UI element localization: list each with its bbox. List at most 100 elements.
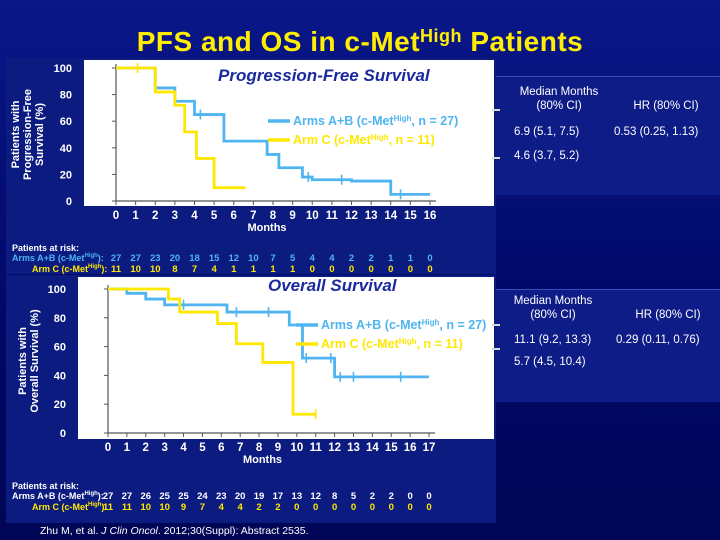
pfs-at-risk-value-1-7: 1 bbox=[251, 264, 257, 274]
os-y-tick-label-5: 100 bbox=[48, 284, 66, 296]
os-y-axis-label: Patients withOverall Survival (%) bbox=[17, 309, 41, 413]
pfs-x-tick-label-13: 13 bbox=[365, 210, 378, 222]
os-at-risk-value-1-7: 4 bbox=[238, 502, 244, 513]
pfs-at-risk-value-0-0: 27 bbox=[111, 253, 122, 264]
os-at-risk-value-1-13: 0 bbox=[351, 502, 356, 513]
pfs-x-tick-label-4: 4 bbox=[191, 210, 198, 222]
os-x-tick-label-9: 9 bbox=[275, 442, 281, 454]
os-x-tick-label-5: 5 bbox=[199, 442, 206, 454]
os-at-risk-value-0-3: 25 bbox=[159, 491, 170, 502]
citation-details: . 2012;30(Suppl): Abstract 2535. bbox=[157, 525, 309, 537]
pfs-x-tick-label-8: 8 bbox=[270, 210, 277, 222]
pfs-arms-ab-median: 6.9 (5.1, 7.5) bbox=[514, 126, 580, 138]
os-legend-label-1: Arm C (c-MetHigh, n = 11) bbox=[321, 337, 463, 351]
pfs-at-risk-value-1-16: 0 bbox=[427, 264, 432, 274]
pfs-chart-panel: 0 20 40 60 80 100 0 1 2 3 4 5 6 7 8 9 10 11 12 13 14 15 16 Mont… bbox=[6, 58, 496, 274]
os-at-risk-value-1-2: 10 bbox=[140, 502, 151, 513]
pfs-y-tick-label-4: 80 bbox=[60, 90, 72, 102]
os-side-panel: Median Months (80% CI) HR (80% CI) 11.1 … bbox=[492, 289, 720, 402]
os-y-tick-label-2: 40 bbox=[54, 370, 66, 382]
pfs-at-risk-value-1-1: 10 bbox=[130, 264, 141, 274]
os-arms-ab-median: 11.1 (9.2, 13.3) bbox=[514, 334, 592, 346]
pfs-hr-value: 0.53 (0.25, 1.13) bbox=[614, 126, 699, 138]
pfs-at-risk-value-1-2: 10 bbox=[150, 264, 161, 274]
page-title-tail: Patients bbox=[462, 26, 584, 57]
pfs-at-risk-value-1-12: 0 bbox=[349, 264, 354, 274]
pfs-at-risk-value-0-9: 5 bbox=[290, 253, 296, 264]
pfs-at-risk-value-1-0: 11 bbox=[111, 264, 122, 274]
pfs-at-risk-value-0-10: 4 bbox=[310, 253, 316, 264]
citation-journal: J Clin Oncol bbox=[101, 525, 158, 537]
os-y-tick-label-1: 20 bbox=[54, 399, 66, 411]
pfs-at-risk-value-1-14: 0 bbox=[388, 264, 393, 274]
pfs-y-tick-label-0: 0 bbox=[66, 196, 72, 208]
os-x-tick-label-17: 17 bbox=[423, 442, 436, 454]
pfs-x-tick-label-1: 1 bbox=[132, 210, 139, 222]
os-at-risk-value-0-12: 8 bbox=[332, 491, 337, 502]
os-y-tick-label-3: 60 bbox=[54, 342, 66, 354]
pfs-at-risk-value-0-12: 2 bbox=[349, 253, 354, 264]
pfs-at-risk-value-1-6: 1 bbox=[231, 264, 237, 274]
os-at-risk-value-1-1: 11 bbox=[122, 502, 133, 513]
os-at-risk-value-0-5: 24 bbox=[197, 491, 208, 502]
pfs-at-risk-value-0-1: 27 bbox=[130, 253, 141, 264]
pfs-median-header: Median Months (80% CI) bbox=[504, 85, 614, 113]
os-side-tick-1 bbox=[492, 324, 500, 326]
os-at-risk-row-label-0: Arms A+B (c-MetHigh): bbox=[12, 491, 104, 501]
pfs-at-risk-value-0-3: 20 bbox=[170, 253, 181, 264]
pfs-at-risk-value-1-9: 1 bbox=[290, 264, 296, 274]
pfs-median-header-line2: (80% CI) bbox=[536, 100, 582, 112]
pfs-at-risk-value-0-2: 23 bbox=[150, 253, 161, 264]
os-at-risk-value-1-17: 0 bbox=[426, 502, 431, 513]
os-series-0-line bbox=[108, 287, 429, 379]
os-at-risk-value-0-16: 0 bbox=[407, 491, 412, 502]
os-median-header-line1: Median Months bbox=[513, 295, 593, 307]
os-at-risk-value-0-8: 19 bbox=[254, 491, 265, 502]
os-x-tick-label-6: 6 bbox=[218, 442, 224, 454]
pfs-at-risk-value-0-6: 12 bbox=[228, 253, 239, 264]
pfs-at-risk-row-label-1: Arm C (c-MetHigh): bbox=[32, 264, 107, 274]
os-hr-value: 0.29 (0.11, 0.76) bbox=[616, 334, 700, 346]
os-x-tick-label-2: 2 bbox=[143, 442, 149, 454]
os-at-risk-value-0-1: 27 bbox=[122, 491, 133, 502]
pfs-at-risk-value-1-5: 4 bbox=[211, 264, 217, 274]
pfs-at-risk-value-0-11: 4 bbox=[329, 253, 335, 264]
os-at-risk-value-1-9: 2 bbox=[275, 502, 280, 513]
os-at-risk-value-0-4: 25 bbox=[178, 491, 189, 502]
os-x-tick-label-4: 4 bbox=[180, 442, 187, 454]
os-x-tick-label-0: 0 bbox=[105, 442, 111, 454]
os-y-tick-label-0: 0 bbox=[60, 428, 66, 440]
pfs-at-risk-value-0-5: 15 bbox=[209, 253, 220, 264]
pfs-at-risk-value-1-15: 0 bbox=[408, 264, 413, 274]
os-at-risk-value-0-15: 2 bbox=[389, 491, 394, 502]
pfs-x-tick-label-5: 5 bbox=[211, 210, 218, 222]
os-at-risk-value-1-0: 11 bbox=[103, 502, 114, 513]
pfs-legend-label-0: Arms A+B (c-MetHigh, n = 27) bbox=[293, 114, 458, 128]
pfs-median-header-line1: Median Months bbox=[519, 86, 599, 98]
os-at-risk-value-0-2: 26 bbox=[140, 491, 151, 502]
pfs-plot-background bbox=[84, 60, 494, 206]
os-at-risk-value-1-10: 0 bbox=[294, 502, 299, 513]
pfs-at-risk-value-1-8: 1 bbox=[270, 264, 276, 274]
os-x-tick-label-14: 14 bbox=[366, 442, 379, 454]
os-at-risk-value-0-14: 2 bbox=[370, 491, 375, 502]
pfs-x-tick-label-16: 16 bbox=[424, 210, 437, 222]
pfs-legend-label-1: Arm C (c-MetHigh, n = 11) bbox=[293, 133, 435, 147]
pfs-x-tick-label-9: 9 bbox=[289, 210, 295, 222]
os-at-risk-value-1-8: 2 bbox=[256, 502, 261, 513]
os-x-tick-label-7: 7 bbox=[237, 442, 243, 454]
os-at-risk-value-1-12: 0 bbox=[332, 502, 337, 513]
pfs-at-risk-heading: Patients at risk: bbox=[12, 243, 79, 253]
pfs-hr-header: HR (80% CI) bbox=[633, 100, 699, 112]
os-at-risk-value-0-0: 27 bbox=[103, 491, 114, 502]
pfs-side-tick-1 bbox=[492, 109, 500, 111]
os-x-tick-label-11: 11 bbox=[310, 442, 323, 454]
page-title: PFS and OS in c-MetHigh Patients bbox=[0, 26, 720, 58]
os-at-risk-value-1-16: 0 bbox=[407, 502, 412, 513]
os-x-tick-label-10: 10 bbox=[290, 442, 303, 454]
pfs-y-tick-label-5: 100 bbox=[54, 63, 72, 75]
pfs-x-axis-label: Months bbox=[247, 222, 286, 234]
pfs-arm-c-median: 4.6 (3.7, 5.2) bbox=[514, 150, 580, 162]
